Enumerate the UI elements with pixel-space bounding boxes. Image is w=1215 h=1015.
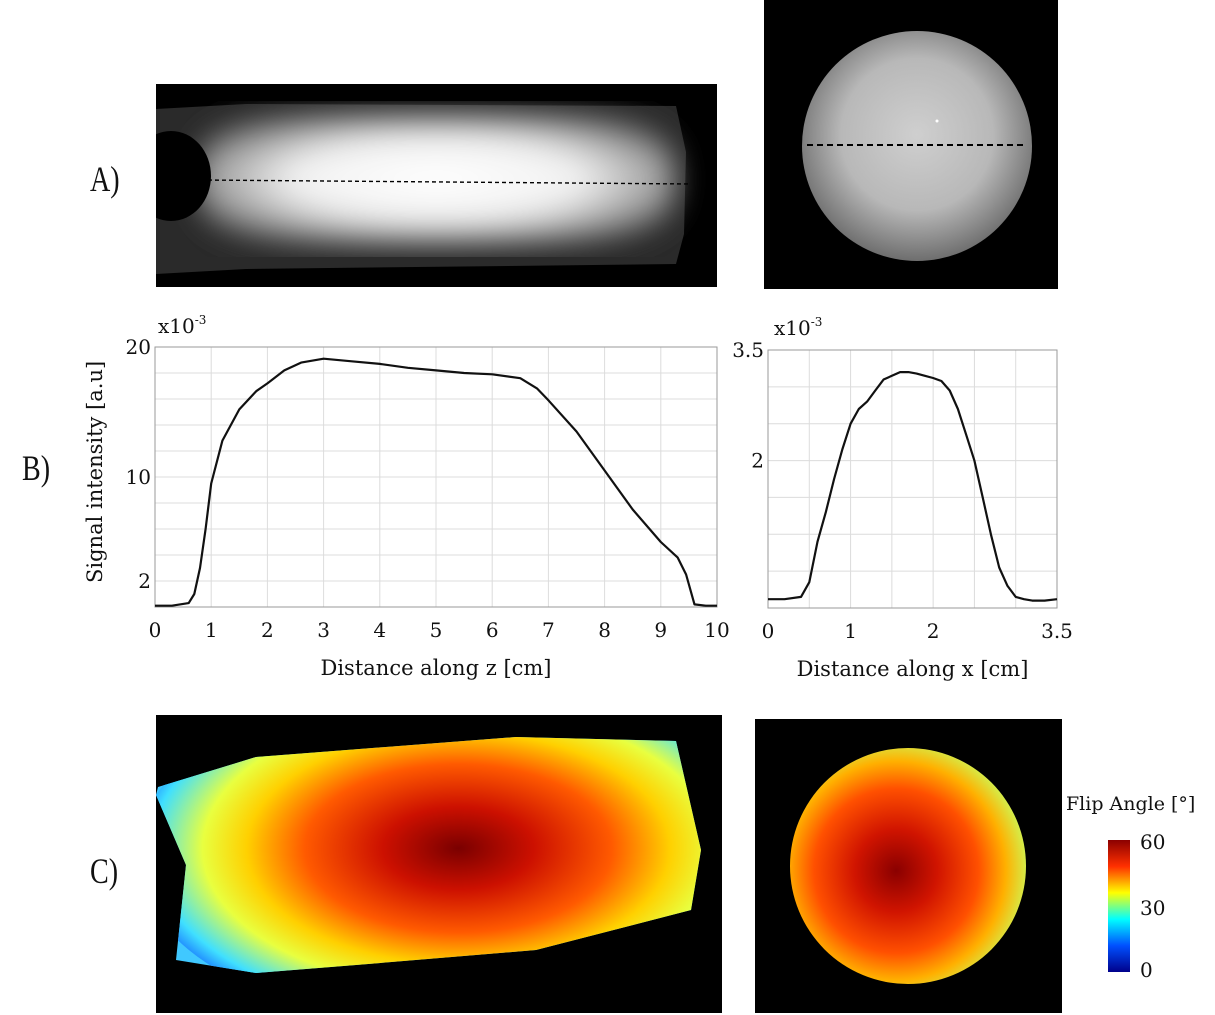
chart-x-xlabel: Distance along x [cm]: [797, 657, 1029, 681]
chart-z-frame: [154, 346, 718, 608]
chart-x: 0 1 2 3.5 2 3.5 Distance along x [cm]: [732, 338, 1073, 681]
chart-x-ytick-label: 2: [751, 449, 764, 473]
panel-b-label: B): [22, 448, 51, 488]
chart-x-frame: [767, 349, 1058, 609]
colorbar-tick-min: 0: [1140, 958, 1153, 982]
colorbar-tick-max: 60: [1140, 830, 1166, 854]
chart-x-exponent: x10-3: [774, 315, 823, 340]
colorbar-title: Flip Angle [°]: [1066, 793, 1196, 815]
panel-c-label: C): [90, 851, 119, 891]
chart-z-xtick-label: 7: [542, 618, 555, 642]
chart-z-xtick-label: 8: [598, 618, 611, 642]
flip-angle-map-longitudinal: [156, 715, 722, 1013]
mri-transverse-image: [764, 0, 1058, 289]
chart-x-xtick-label: 1: [844, 619, 857, 643]
flip-angle-map-transverse: [755, 719, 1062, 1013]
chart-z-xtick-label: 1: [205, 618, 218, 642]
chart-z: 0 1 2 3 4 5 6 7 8 9 10 2 10 20 Distance along z [cm]: [126, 335, 730, 680]
chart-z-xtick-label: 6: [486, 618, 499, 642]
mri-longitudinal-image: [156, 84, 717, 287]
chart-z-exponent: x10-3: [158, 313, 207, 338]
chart-z-xtick-label: 4: [373, 618, 386, 642]
chart-z-ytick-label: 2: [138, 569, 151, 593]
chart-z-xtick-label: 9: [654, 618, 667, 642]
chart-z-xtick-label: 0: [149, 618, 162, 642]
chart-z-ytick-label: 10: [126, 465, 151, 489]
chart-z-container: 0 1 2 3 4 5 6 7 8 9 10 2 10 20 Distance along z [cm] x…: [83, 313, 1073, 681]
chart-z-xtick-label: 10: [704, 618, 729, 642]
chart-x-ytick-label: 3.5: [732, 338, 764, 362]
panel-a-label: A): [90, 159, 120, 199]
colorbar-tick-mid: 30: [1140, 896, 1166, 920]
chart-z-xlabel: Distance along z [cm]: [321, 656, 552, 680]
chart-x-xtick-label: 3.5: [1041, 619, 1073, 643]
colorbar: [1108, 840, 1130, 972]
chart-x-series-line: [768, 371, 1058, 602]
chart-z-xtick-label: 2: [261, 618, 274, 642]
chart-z-xtick-label: 3: [317, 618, 330, 642]
chart-z-ytick-label: 20: [126, 335, 151, 359]
chart-x-xtick-label: 0: [762, 619, 775, 643]
chart-x-xtick-label: 2: [927, 619, 940, 643]
chart-z-xtick-label: 5: [430, 618, 443, 642]
chart-z-series-line: [155, 357, 717, 607]
